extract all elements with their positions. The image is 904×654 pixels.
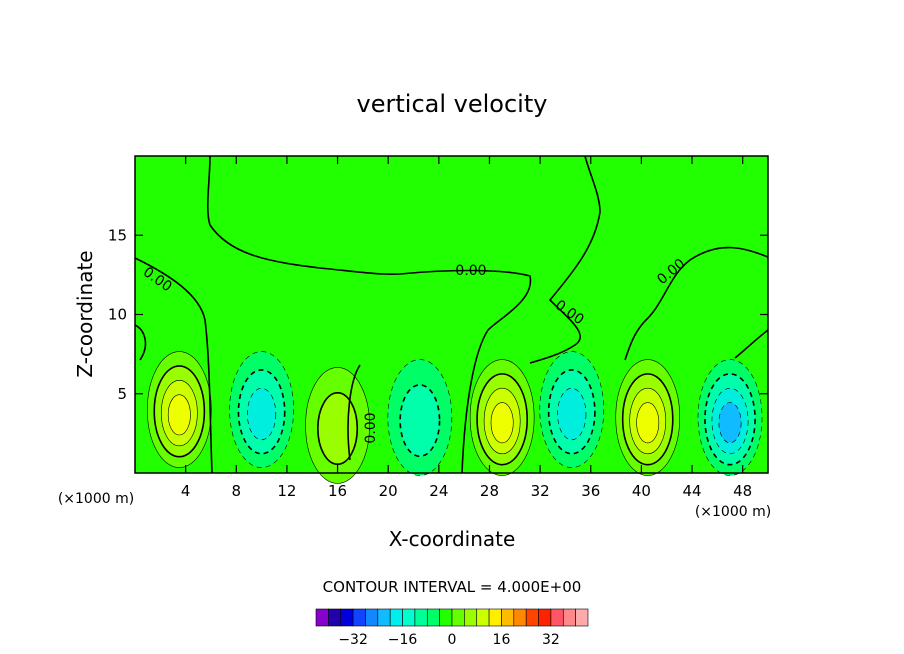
x-tick-label: 12: [277, 482, 296, 500]
zero-contour-line: [624, 246, 769, 361]
colorbar-tick-label: 0: [448, 632, 457, 648]
positive-cell: [469, 359, 535, 476]
contour-cells: [147, 351, 763, 484]
colorbar-swatch: [315, 608, 329, 627]
colorbar-swatch: [414, 608, 428, 627]
x-tick-label: 36: [581, 482, 600, 500]
zero-contour-line: [134, 324, 147, 361]
plot-area: 0.00 0.00 0.00 0.00 0.00 4 8 12 16 20 24 28 32 3…: [108, 155, 769, 500]
zero-contour-line: [206, 155, 532, 474]
positive-contour-level: [636, 402, 660, 444]
colorbar-swatch: [451, 608, 465, 627]
colorbar-swatch: [488, 608, 502, 627]
contour-label: 0.00: [455, 263, 486, 279]
colorbar-swatch: [525, 608, 539, 627]
positive-cell: [147, 351, 212, 468]
x-tick-label: 40: [632, 482, 651, 500]
x-unit-label: (×1000 m): [695, 504, 771, 520]
colorbar-tick-label: 32: [542, 632, 560, 648]
colorbar-swatch: [426, 608, 440, 627]
colorbar-tick-label: −32: [338, 632, 368, 648]
contour-labels: 0.00 0.00 0.00 0.00 0.00: [140, 256, 689, 444]
negative-contour-level: [557, 387, 587, 441]
z-unit-label: (×1000 m): [58, 491, 134, 507]
colorbar-swatch: [365, 608, 379, 627]
positive-contour-level: [167, 394, 191, 436]
zero-contour-line: [347, 364, 361, 461]
contour-label: 0.00: [363, 412, 379, 443]
colorbar-swatch: [550, 608, 564, 627]
negative-contour-level: [399, 384, 441, 458]
x-tick-label: 4: [181, 482, 191, 500]
negative-contour-level: [247, 387, 277, 441]
y-axis-label: Z-coordinate: [73, 250, 97, 377]
negative-contour-level: [718, 402, 742, 444]
colorbar-swatch: [562, 608, 576, 627]
x-tick-label: 32: [531, 482, 550, 500]
positive-cell: [615, 359, 681, 476]
colorbar-swatch: [352, 608, 366, 627]
negative-cell: [539, 351, 605, 468]
x-axis-ticks: 4 8 12 16 20 24 28 32 36 40 44 48: [181, 156, 752, 500]
zero-contours: [134, 155, 769, 474]
colorbar-swatch: [340, 608, 354, 627]
positive-contour-level: [317, 392, 359, 466]
colorbar-tick-label: 16: [493, 632, 511, 648]
colorbar: [315, 608, 589, 627]
chart-title: vertical velocity: [357, 90, 548, 118]
x-tick-label: 48: [733, 482, 752, 500]
x-axis-label: X-coordinate: [389, 527, 516, 551]
colorbar-tick-labels: −32 −16 0 16 32: [338, 632, 560, 648]
y-tick-label: 15: [108, 226, 127, 244]
colorbar-swatch: [538, 608, 552, 627]
x-tick-label: 16: [328, 482, 347, 500]
x-tick-label: 20: [379, 482, 398, 500]
x-tick-label: 28: [480, 482, 499, 500]
colorbar-swatch: [389, 608, 403, 627]
positive-contour-level: [490, 402, 514, 444]
colorbar-swatch: [464, 608, 478, 627]
colorbar-swatch: [402, 608, 416, 627]
negative-cell: [697, 359, 763, 476]
zero-contour-line: [529, 155, 601, 364]
y-tick-label: 10: [108, 306, 127, 324]
colorbar-swatch: [513, 608, 527, 627]
colorbar-swatch: [501, 608, 515, 627]
colorbar-swatch: [575, 608, 589, 627]
x-tick-label: 44: [682, 482, 701, 500]
negative-cell: [229, 351, 294, 468]
zero-contour-line: [134, 257, 213, 474]
contour-interval-label: CONTOUR INTERVAL = 4.000E+00: [323, 578, 582, 596]
y-axis-ticks: 5 10 15: [108, 226, 768, 403]
positive-cell: [305, 367, 370, 484]
x-tick-label: 24: [429, 482, 448, 500]
zero-contour-line: [734, 329, 769, 359]
colorbar-swatch: [377, 608, 391, 627]
colorbar-swatch: [439, 608, 453, 627]
negative-cell: [387, 359, 453, 476]
colorbar-swatch: [328, 608, 342, 627]
colorbar-tick-label: −16: [388, 632, 418, 648]
x-tick-label: 8: [232, 482, 242, 500]
y-tick-label: 5: [117, 385, 127, 403]
colorbar-swatch: [476, 608, 490, 627]
